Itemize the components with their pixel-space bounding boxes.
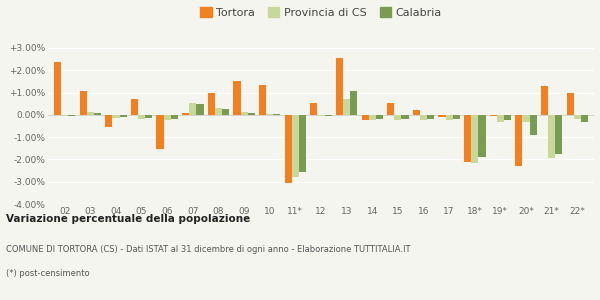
- Bar: [266, 114, 274, 115]
- Text: Variazione percentuale della popolazione: Variazione percentuale della popolazione: [6, 214, 250, 224]
- Bar: [68, 115, 76, 116]
- Bar: [208, 93, 215, 115]
- Bar: [343, 99, 350, 115]
- Bar: [362, 115, 368, 120]
- Bar: [446, 115, 453, 120]
- Bar: [94, 112, 101, 115]
- Bar: [196, 104, 203, 115]
- Bar: [515, 115, 523, 166]
- Bar: [401, 115, 409, 119]
- Bar: [284, 115, 292, 183]
- Bar: [471, 115, 478, 163]
- Bar: [299, 115, 306, 172]
- Text: (*) post-censimento: (*) post-censimento: [6, 268, 89, 278]
- Bar: [105, 115, 112, 127]
- Bar: [555, 115, 562, 154]
- Bar: [138, 115, 145, 119]
- Bar: [233, 81, 241, 115]
- Bar: [317, 115, 325, 116]
- Bar: [241, 112, 248, 115]
- Bar: [248, 112, 255, 115]
- Bar: [215, 108, 222, 115]
- Bar: [119, 115, 127, 117]
- Bar: [157, 115, 164, 149]
- Bar: [413, 110, 420, 115]
- Bar: [439, 115, 446, 117]
- Bar: [478, 115, 485, 157]
- Bar: [310, 103, 317, 115]
- Legend: Tortora, Provincia di CS, Calabria: Tortora, Provincia di CS, Calabria: [200, 7, 442, 17]
- Bar: [54, 62, 61, 115]
- Bar: [350, 92, 358, 115]
- Bar: [387, 103, 394, 115]
- Bar: [145, 115, 152, 118]
- Bar: [112, 115, 119, 118]
- Bar: [222, 109, 229, 115]
- Bar: [131, 99, 138, 115]
- Bar: [164, 115, 171, 120]
- Bar: [325, 115, 332, 116]
- Bar: [274, 114, 280, 115]
- Bar: [376, 115, 383, 119]
- Bar: [530, 115, 537, 135]
- Bar: [171, 115, 178, 119]
- Bar: [490, 115, 497, 116]
- Bar: [420, 115, 427, 120]
- Bar: [523, 115, 530, 122]
- Bar: [336, 58, 343, 115]
- Bar: [80, 92, 87, 115]
- Bar: [368, 115, 376, 120]
- Bar: [574, 115, 581, 119]
- Bar: [87, 112, 94, 115]
- Bar: [394, 115, 401, 120]
- Bar: [548, 115, 555, 158]
- Bar: [427, 115, 434, 119]
- Bar: [61, 115, 68, 116]
- Text: COMUNE DI TORTORA (CS) - Dati ISTAT al 31 dicembre di ogni anno - Elaborazione T: COMUNE DI TORTORA (CS) - Dati ISTAT al 3…: [6, 244, 410, 253]
- Bar: [504, 115, 511, 120]
- Bar: [292, 115, 299, 177]
- Bar: [182, 112, 189, 115]
- Bar: [189, 103, 196, 115]
- Bar: [259, 85, 266, 115]
- Bar: [566, 93, 574, 115]
- Bar: [581, 115, 588, 122]
- Bar: [464, 115, 471, 162]
- Bar: [497, 115, 504, 122]
- Bar: [541, 86, 548, 115]
- Bar: [453, 115, 460, 119]
